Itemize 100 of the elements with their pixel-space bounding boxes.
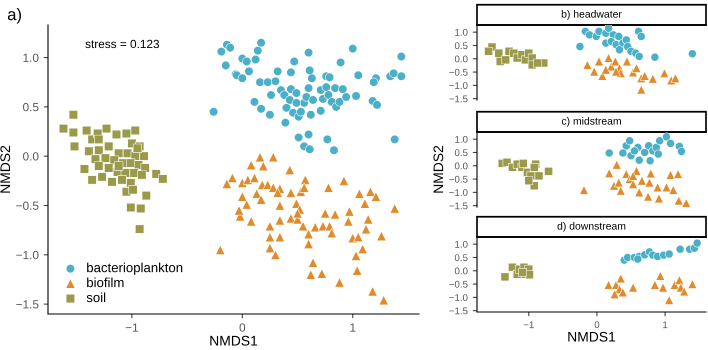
point xyxy=(500,272,510,282)
point xyxy=(104,163,114,173)
y-tick-label: 0.0 xyxy=(454,268,468,274)
point xyxy=(648,74,658,84)
point xyxy=(94,146,104,155)
point xyxy=(656,271,666,281)
point xyxy=(688,279,698,289)
chart-title: a) xyxy=(8,8,21,24)
point xyxy=(616,274,626,284)
y-tick-label: 0.0 xyxy=(23,152,39,161)
point xyxy=(98,172,107,182)
point xyxy=(650,280,660,290)
y-tick-label: −0.5 xyxy=(16,202,38,210)
point xyxy=(673,169,683,179)
point xyxy=(674,275,684,285)
y-tick-label: 0.5 xyxy=(454,149,468,156)
y-tick-label: −0.5 xyxy=(449,176,468,183)
point xyxy=(677,147,686,156)
point xyxy=(576,42,584,51)
y-axis-title: NMDS2 xyxy=(0,146,10,193)
chart-title: d) downstream xyxy=(557,222,626,232)
x-tick-label: −1 xyxy=(524,321,534,328)
point xyxy=(158,174,168,184)
y-tick-label: −1.0 xyxy=(16,250,39,260)
point xyxy=(622,56,632,66)
point xyxy=(601,64,611,74)
y-tick-label: 0.5 xyxy=(454,42,468,50)
y-tick-label: −1.5 xyxy=(449,308,468,314)
point xyxy=(530,163,539,172)
point xyxy=(692,238,702,248)
point xyxy=(650,52,660,62)
point xyxy=(68,110,78,120)
point xyxy=(107,177,117,186)
point xyxy=(80,164,89,174)
point xyxy=(128,185,138,194)
point xyxy=(666,139,675,148)
point xyxy=(644,178,654,188)
point xyxy=(662,132,671,142)
point xyxy=(94,161,104,171)
y-tick-label: 0.0 xyxy=(454,162,468,170)
point xyxy=(100,154,110,163)
point xyxy=(582,60,592,70)
point xyxy=(484,47,493,56)
y-tick-label: 0.5 xyxy=(454,254,468,262)
point xyxy=(102,124,112,134)
point xyxy=(534,172,544,180)
y-tick-label: 0.5 xyxy=(23,102,38,112)
point xyxy=(628,171,638,181)
point xyxy=(501,56,510,64)
chart-title: c) midstream xyxy=(562,117,621,127)
point xyxy=(58,124,68,134)
point xyxy=(618,288,628,298)
point xyxy=(132,144,142,153)
point xyxy=(670,73,680,83)
y-tick-label: 1.0 xyxy=(455,136,468,143)
point xyxy=(668,185,678,195)
y-tick-label: 0.0 xyxy=(454,56,468,62)
point xyxy=(152,169,161,178)
point xyxy=(632,63,642,73)
point xyxy=(634,188,644,198)
point xyxy=(654,150,663,158)
point xyxy=(652,182,662,192)
point xyxy=(114,161,124,171)
legend-label: bacterioplankton xyxy=(87,262,182,275)
point xyxy=(616,186,626,196)
annotation: stress = 0.123 xyxy=(85,40,160,48)
x-tick-label: 0 xyxy=(594,321,600,328)
point xyxy=(688,49,697,58)
point xyxy=(604,280,614,290)
x-tick-label: 1 xyxy=(663,321,668,328)
point xyxy=(140,152,149,161)
point xyxy=(126,202,136,212)
point xyxy=(679,286,689,296)
point xyxy=(533,58,542,68)
x-axis-title: NMDS1 xyxy=(568,332,616,342)
point xyxy=(655,136,664,146)
y-tick-label: 1.0 xyxy=(455,240,468,248)
point xyxy=(112,130,122,140)
point xyxy=(135,224,144,234)
legend-label: soil xyxy=(86,292,106,302)
y-tick-label: −1.5 xyxy=(16,300,38,309)
y-tick-label: 1.0 xyxy=(455,28,468,36)
point xyxy=(68,128,78,138)
point xyxy=(676,244,684,254)
x-tick-label: 0 xyxy=(240,323,246,332)
point xyxy=(594,56,604,66)
point xyxy=(612,160,622,170)
y-tick-label: −1.0 xyxy=(449,294,468,301)
point xyxy=(579,185,589,195)
point xyxy=(654,194,664,204)
point xyxy=(643,192,653,202)
point xyxy=(615,45,624,54)
point xyxy=(674,196,684,206)
x-tick-label: −1 xyxy=(126,323,138,332)
point xyxy=(611,66,621,76)
point xyxy=(82,126,92,136)
y-tick-label: −0.5 xyxy=(449,280,468,288)
point xyxy=(634,156,644,165)
point xyxy=(130,126,140,136)
point xyxy=(614,32,624,41)
